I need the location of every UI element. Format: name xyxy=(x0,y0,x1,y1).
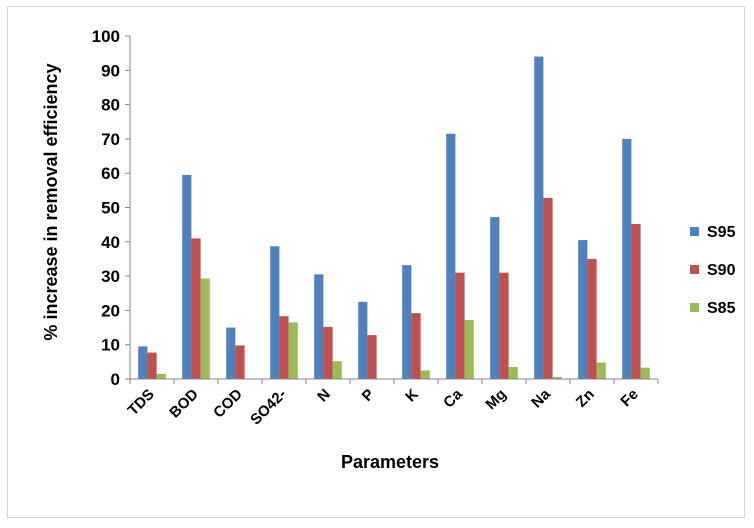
bar-S95-COD xyxy=(226,327,236,379)
bars xyxy=(138,56,650,379)
x-category-label: K xyxy=(402,386,422,406)
y-tick-label: 20 xyxy=(101,301,120,320)
bar-S90-SO42- xyxy=(279,316,289,379)
x-category-label: COD xyxy=(210,386,246,422)
bar-S95-Mg xyxy=(490,217,500,379)
bar-S90-P xyxy=(367,335,377,379)
bar-S95-K xyxy=(402,265,412,379)
bar-S85-N xyxy=(332,361,342,379)
x-axis-title: Parameters xyxy=(341,452,439,472)
legend-swatch-S85 xyxy=(690,303,699,312)
bar-S95-N xyxy=(314,274,324,379)
bar-S95-Ca xyxy=(446,133,456,379)
x-category-label: Zn xyxy=(573,386,598,411)
bar-S95-Zn xyxy=(578,240,588,379)
y-axis-title: % increase in removal efficiency xyxy=(41,63,61,340)
legend-label-S85: S85 xyxy=(707,300,736,317)
x-category-label: P xyxy=(359,386,378,405)
bar-S95-TDS xyxy=(138,346,148,379)
bar-S90-COD xyxy=(235,345,245,379)
y-tick-label: 0 xyxy=(111,370,120,389)
bar-S85-SO42- xyxy=(288,322,298,379)
x-category-label: TDS xyxy=(125,386,158,419)
bar-S95-Fe xyxy=(622,138,632,379)
bar-S90-TDS xyxy=(147,352,157,379)
x-category-label: Fe xyxy=(617,386,641,410)
x-category-label: Na xyxy=(528,385,554,411)
bar-S85-TDS xyxy=(156,373,166,379)
bar-S85-K xyxy=(420,370,430,379)
legend-swatch-S90 xyxy=(690,265,699,274)
bar-S85-Na xyxy=(552,376,562,379)
x-category-label: N xyxy=(314,386,334,406)
bar-S90-Zn xyxy=(587,258,597,379)
bar-S95-Na xyxy=(534,56,544,379)
bar-S90-K xyxy=(411,313,421,379)
y-tick-label: 50 xyxy=(101,199,120,218)
legend-label-S90: S90 xyxy=(707,262,736,279)
y-tick-label: 100 xyxy=(92,27,120,46)
bar-S90-Ca xyxy=(455,272,465,379)
y-tick-label: 90 xyxy=(101,61,120,80)
y-tick-label: 70 xyxy=(101,130,120,149)
bar-S85-Fe xyxy=(640,367,650,379)
x-axis-ticks xyxy=(129,379,659,384)
y-tick-label: 80 xyxy=(101,96,120,115)
legend: S95 S90 S85 xyxy=(690,224,736,317)
bar-S85-Zn xyxy=(596,362,606,379)
bar-S85-Ca xyxy=(464,320,474,379)
x-category-label: Ca xyxy=(440,385,466,411)
legend-swatch-S95 xyxy=(690,227,699,236)
bar-S95-P xyxy=(358,301,368,379)
bar-S90-Na xyxy=(543,197,553,379)
y-tick-label: 40 xyxy=(101,233,120,252)
legend-label-S95: S95 xyxy=(707,224,736,241)
bar-S85-Mg xyxy=(508,366,518,379)
bar-S95-BOD xyxy=(182,174,192,379)
bar-S90-N xyxy=(323,326,333,379)
y-tick-label: 30 xyxy=(101,267,120,286)
x-category-label: Mg xyxy=(482,386,509,413)
y-tick-label: 60 xyxy=(101,164,120,183)
bar-S95-SO42- xyxy=(270,246,280,379)
x-category-label: BOD xyxy=(166,386,202,422)
bar-S90-BOD xyxy=(191,238,201,379)
bar-S90-Fe xyxy=(631,223,641,379)
y-tick-label: 10 xyxy=(101,336,120,355)
x-category-label: SO42- xyxy=(247,386,290,429)
y-axis-ticks: 0 10 20 30 40 50 60 70 80 90 100 xyxy=(92,27,130,389)
bar-S90-Mg xyxy=(499,272,509,379)
x-axis-category-labels: TDS BOD COD SO42- N P K Ca Mg Na Zn Fe xyxy=(125,385,642,428)
bar-S85-BOD xyxy=(200,278,210,379)
